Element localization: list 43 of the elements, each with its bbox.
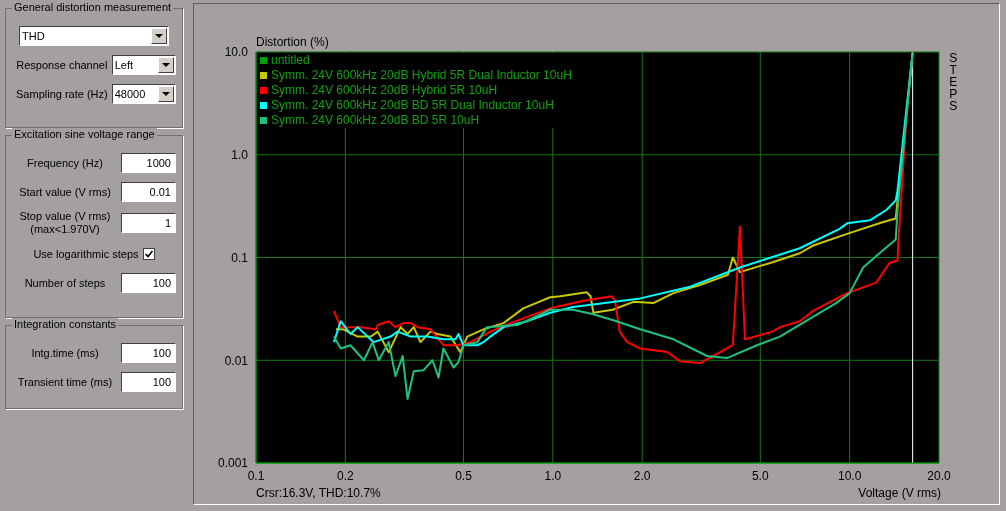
text: Stop value (V rms) (max<1.970V) xyxy=(18,210,112,236)
text: 1 xyxy=(121,213,176,233)
legend-label: Symm. 24V 600kHz 20dB Hybrid 5R 10uH xyxy=(271,83,498,98)
x-tick-label: 0.2 xyxy=(337,468,355,483)
x-tick-label: 1.0 xyxy=(544,468,562,483)
y-tick-label: 0.01 xyxy=(224,353,249,368)
text: Sampling rate (Hz) xyxy=(15,87,109,101)
text: 1000 xyxy=(121,153,176,173)
y-tick-label: 1.0 xyxy=(231,148,249,163)
x-tick-label: 0.5 xyxy=(455,468,473,483)
text: THD xyxy=(22,30,45,42)
legend-label: Symm. 24V 600kHz 20dB Hybrid 5R Dual Inductor 10uH xyxy=(271,68,572,83)
text: Excitation sine voltage range xyxy=(12,128,157,140)
legend-label: untitled xyxy=(271,53,310,68)
text: Left xyxy=(114,59,134,71)
text: Use logarithmic steps xyxy=(33,248,139,260)
y-tick-label: 0.1 xyxy=(231,250,249,265)
text: Frequency (Hz) xyxy=(26,156,104,170)
legend-label: Symm. 24V 600kHz 20dB BD 5R Dual Inductor 10uH xyxy=(271,98,554,113)
text: Integration constants xyxy=(12,318,119,330)
text: Transient time (ms) xyxy=(16,375,114,389)
text: Start value (V rms) xyxy=(18,185,112,199)
text: Number of steps xyxy=(23,276,107,290)
text: Intg.time (ms) xyxy=(30,346,100,360)
y-tick-label: 0.001 xyxy=(217,456,249,471)
text: 0.01 xyxy=(121,182,176,202)
text: STEPS xyxy=(949,51,958,113)
text: 100 xyxy=(121,273,176,293)
legend-label: Symm. 24V 600kHz 20dB BD 5R 10uH xyxy=(271,113,480,128)
x-axis-title: Voltage (V rms) xyxy=(858,486,941,500)
text: General distortion measurement xyxy=(12,1,174,13)
text: 48000 xyxy=(114,88,146,100)
x-tick-label: 2.0 xyxy=(633,468,651,483)
text: 100 xyxy=(121,372,176,392)
x-tick-label: 10.0 xyxy=(837,468,862,483)
x-tick-label: 20.0 xyxy=(927,468,951,483)
x-tick-label: 0.1 xyxy=(247,468,265,483)
x-tick-label: 5.0 xyxy=(751,468,769,483)
text: 100 xyxy=(121,343,176,363)
text: Crsr:16.3V, THD:10.7% xyxy=(256,486,381,500)
y-axis-title: Distortion (%) xyxy=(256,35,329,49)
y-tick-label: 10.0 xyxy=(224,45,249,60)
text: Response channel xyxy=(15,58,109,72)
